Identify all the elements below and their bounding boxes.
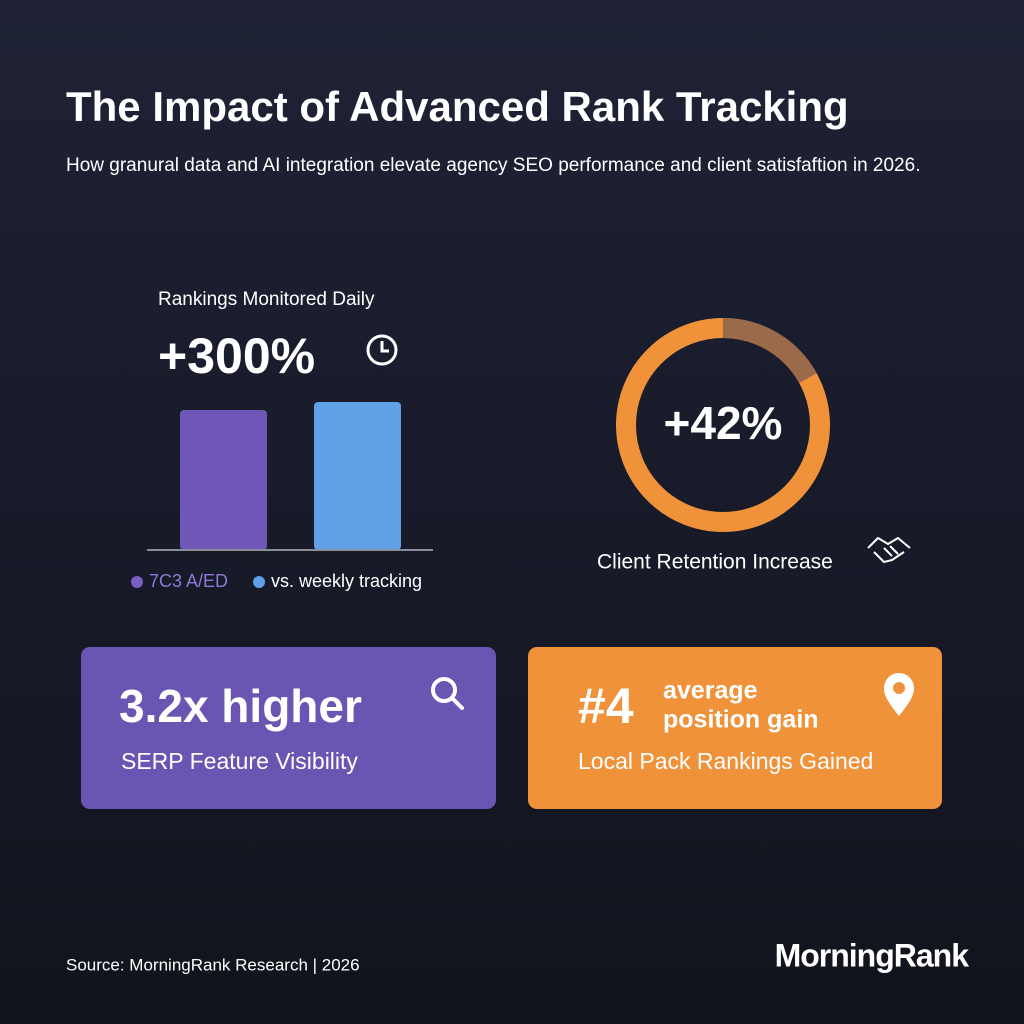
- handshake-icon: [867, 537, 911, 563]
- pin-icon: [884, 673, 914, 716]
- legend-label: vs. weekly tracking: [271, 571, 422, 591]
- card-note: position gain: [663, 706, 819, 734]
- legend-swatch: [131, 576, 143, 588]
- source: Source: MorningRank Research | 2026: [66, 955, 360, 974]
- card-note: average: [663, 677, 758, 705]
- title: The Impact of Advanced Rank Tracking: [66, 83, 849, 130]
- brand: MorningRank: [775, 937, 970, 973]
- retention-label: Client Retention Increase: [597, 551, 833, 574]
- rankings-value: +300%: [158, 328, 315, 384]
- search-icon: [431, 677, 464, 710]
- retention-value: +42%: [664, 397, 783, 449]
- card-value: 3.2x higher: [119, 680, 362, 732]
- subtitle: How granural data and AI integration ele…: [66, 155, 920, 176]
- card-label: Local Pack Rankings Gained: [578, 748, 873, 774]
- rankings-label: Rankings Monitored Daily: [158, 289, 375, 310]
- bar: [314, 402, 401, 550]
- card-value: #4: [578, 678, 634, 734]
- donut-remainder: [722, 317, 817, 384]
- clock-icon: [366, 334, 398, 366]
- card: [81, 647, 496, 809]
- card: [528, 647, 942, 809]
- legend-label: 7C3 A/ED: [149, 571, 228, 591]
- bar: [180, 410, 267, 550]
- card-label: SERP Feature Visibility: [121, 748, 358, 774]
- legend-swatch: [253, 576, 265, 588]
